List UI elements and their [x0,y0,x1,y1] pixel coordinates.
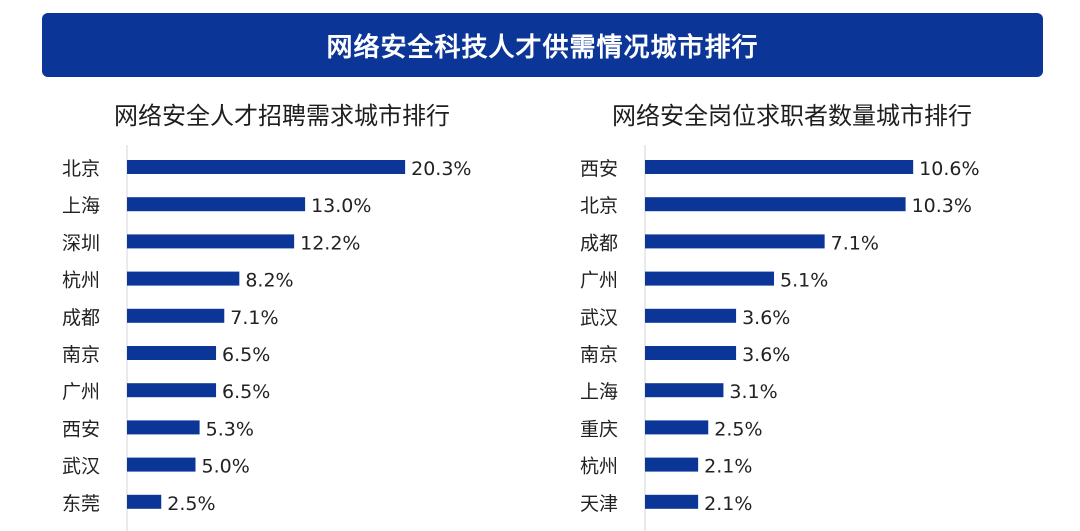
data-label: 6.5% [222,344,270,366]
category-label: 广州 [580,270,618,292]
bar [127,197,306,212]
category-label: 东莞 [62,493,100,515]
data-label: 10.6% [919,158,979,180]
bar [645,346,737,360]
bar [645,494,699,509]
bar [645,160,914,174]
bar [127,234,295,249]
category-label: 杭州 [62,270,100,292]
bar [645,271,775,286]
data-label: 5.1% [780,270,828,292]
data-label: 13.0% [311,195,371,217]
bar [645,308,737,323]
data-label: 2.5% [714,418,762,440]
page-title: 网络安全科技人才供需情况城市排行 [326,32,759,63]
bar [127,383,217,398]
category-label: 上海 [580,381,618,403]
data-label: 7.1% [831,232,879,254]
data-label: 8.2% [245,270,293,292]
data-label: 3.1% [729,381,777,403]
data-label: 3.6% [742,307,790,329]
category-label: 杭州 [580,456,618,478]
category-label: 南京 [62,344,100,366]
data-label: 5.3% [206,418,254,440]
left-bar-chart: 北京 20.3% 上海 13.0% 深圳 12.2% 杭州 8.2% 成都 7.1% 南京 6.5% 广… [62,145,471,531]
right-chart-title: 网络安全岗位求职者数量城市排行 [612,102,972,130]
bar [127,346,217,360]
data-label: 2.1% [704,493,752,515]
category-label: 重庆 [580,418,618,440]
bar [645,234,825,249]
bar [645,420,709,435]
bar [127,271,240,286]
category-label: 西安 [580,158,618,180]
left-chart-title: 网络安全人才招聘需求城市排行 [114,102,450,130]
bar [127,308,225,323]
bar [127,457,196,472]
data-label: 2.1% [704,456,752,478]
category-label: 成都 [62,307,100,329]
category-label: 天津 [580,493,618,515]
category-label: 北京 [580,195,618,217]
data-label: 12.2% [300,232,360,254]
category-label: 武汉 [580,307,618,329]
category-label: 深圳 [62,232,100,254]
bar [127,420,200,435]
header-banner: 网络安全科技人才供需情况城市排行 [42,13,1043,77]
bar [645,457,699,472]
category-label: 成都 [580,232,618,254]
category-label: 西安 [62,418,100,440]
category-label: 上海 [62,195,100,217]
data-label: 5.0% [202,456,250,478]
category-label: 广州 [62,381,100,403]
bar [127,160,406,174]
data-label: 20.3% [411,158,471,180]
data-label: 7.1% [230,307,278,329]
data-label: 2.5% [167,493,215,515]
data-label: 3.6% [742,344,790,366]
bar [127,494,162,509]
category-label: 北京 [62,158,100,180]
bar [645,383,724,398]
category-label: 武汉 [62,456,100,478]
bar [645,197,906,212]
category-label: 南京 [580,344,618,366]
data-label: 6.5% [222,381,270,403]
data-label: 10.3% [912,195,972,217]
right-bar-chart: 西安 10.6% 北京 10.3% 成都 7.1% 广州 5.1% 武汉 3.6% 南京 3.6% 上海… [580,145,980,531]
